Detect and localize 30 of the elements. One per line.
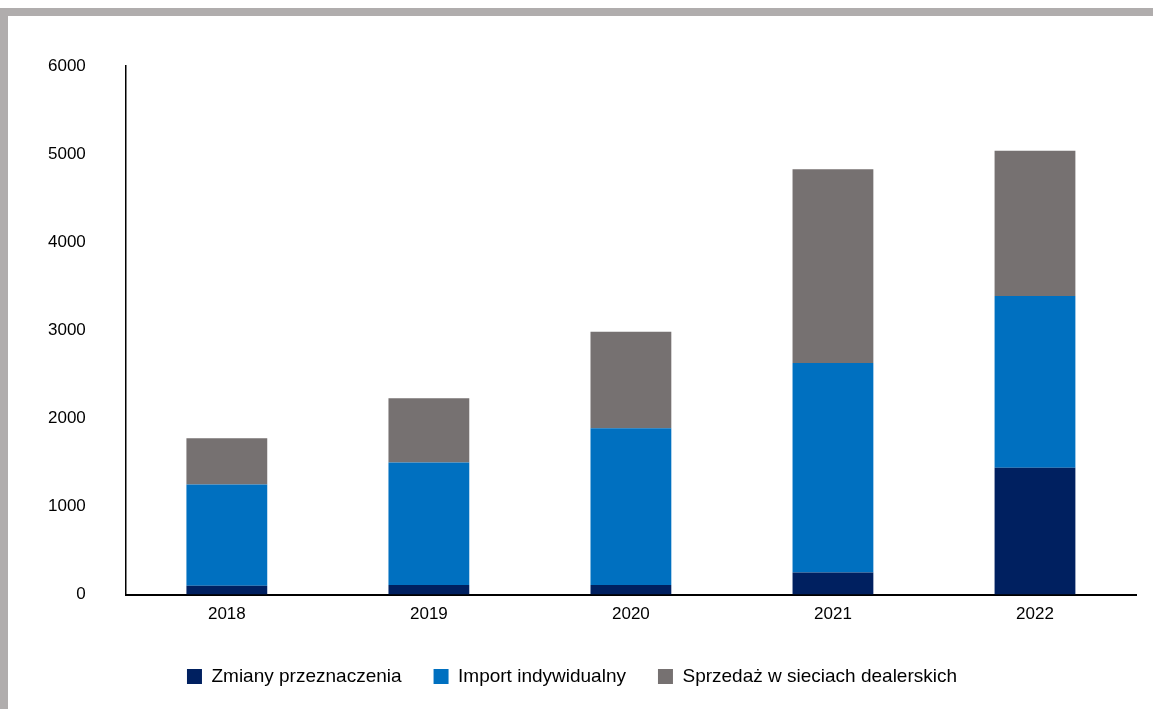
y-tick-label: 2000 xyxy=(47,408,86,428)
bar xyxy=(792,362,874,573)
y-tick-label: 6000 xyxy=(47,55,86,75)
bar xyxy=(994,467,1076,595)
bar xyxy=(186,438,268,485)
bar xyxy=(590,584,672,595)
bar xyxy=(186,585,268,595)
x-tick-label: 2020 xyxy=(612,604,650,624)
x-tick-label: 2019 xyxy=(409,604,448,624)
bar xyxy=(792,572,874,595)
x-tick-label: 2021 xyxy=(814,604,852,624)
legend-label: Zmiany przeznaczenia xyxy=(211,664,402,686)
y-tick-label: 0 xyxy=(76,584,86,604)
bar xyxy=(388,584,470,595)
bar xyxy=(186,484,268,586)
legend-label: Import indywidualny xyxy=(458,664,627,686)
y-tick-label: 3000 xyxy=(47,320,86,340)
y-tick-label: 4000 xyxy=(47,232,86,252)
bar xyxy=(590,428,672,585)
bar xyxy=(994,150,1076,297)
bar xyxy=(994,296,1076,468)
bar xyxy=(388,398,470,463)
y-tick-label: 1000 xyxy=(47,496,86,516)
bar xyxy=(590,331,672,429)
x-tick-label: 2022 xyxy=(1016,604,1054,624)
x-tick-label: 2018 xyxy=(207,604,246,624)
y-tick-label: 5000 xyxy=(47,143,86,163)
legend-label: Sprzedaż w sieciach dealerskich xyxy=(682,664,958,686)
bar xyxy=(792,169,874,363)
bar xyxy=(388,462,470,585)
